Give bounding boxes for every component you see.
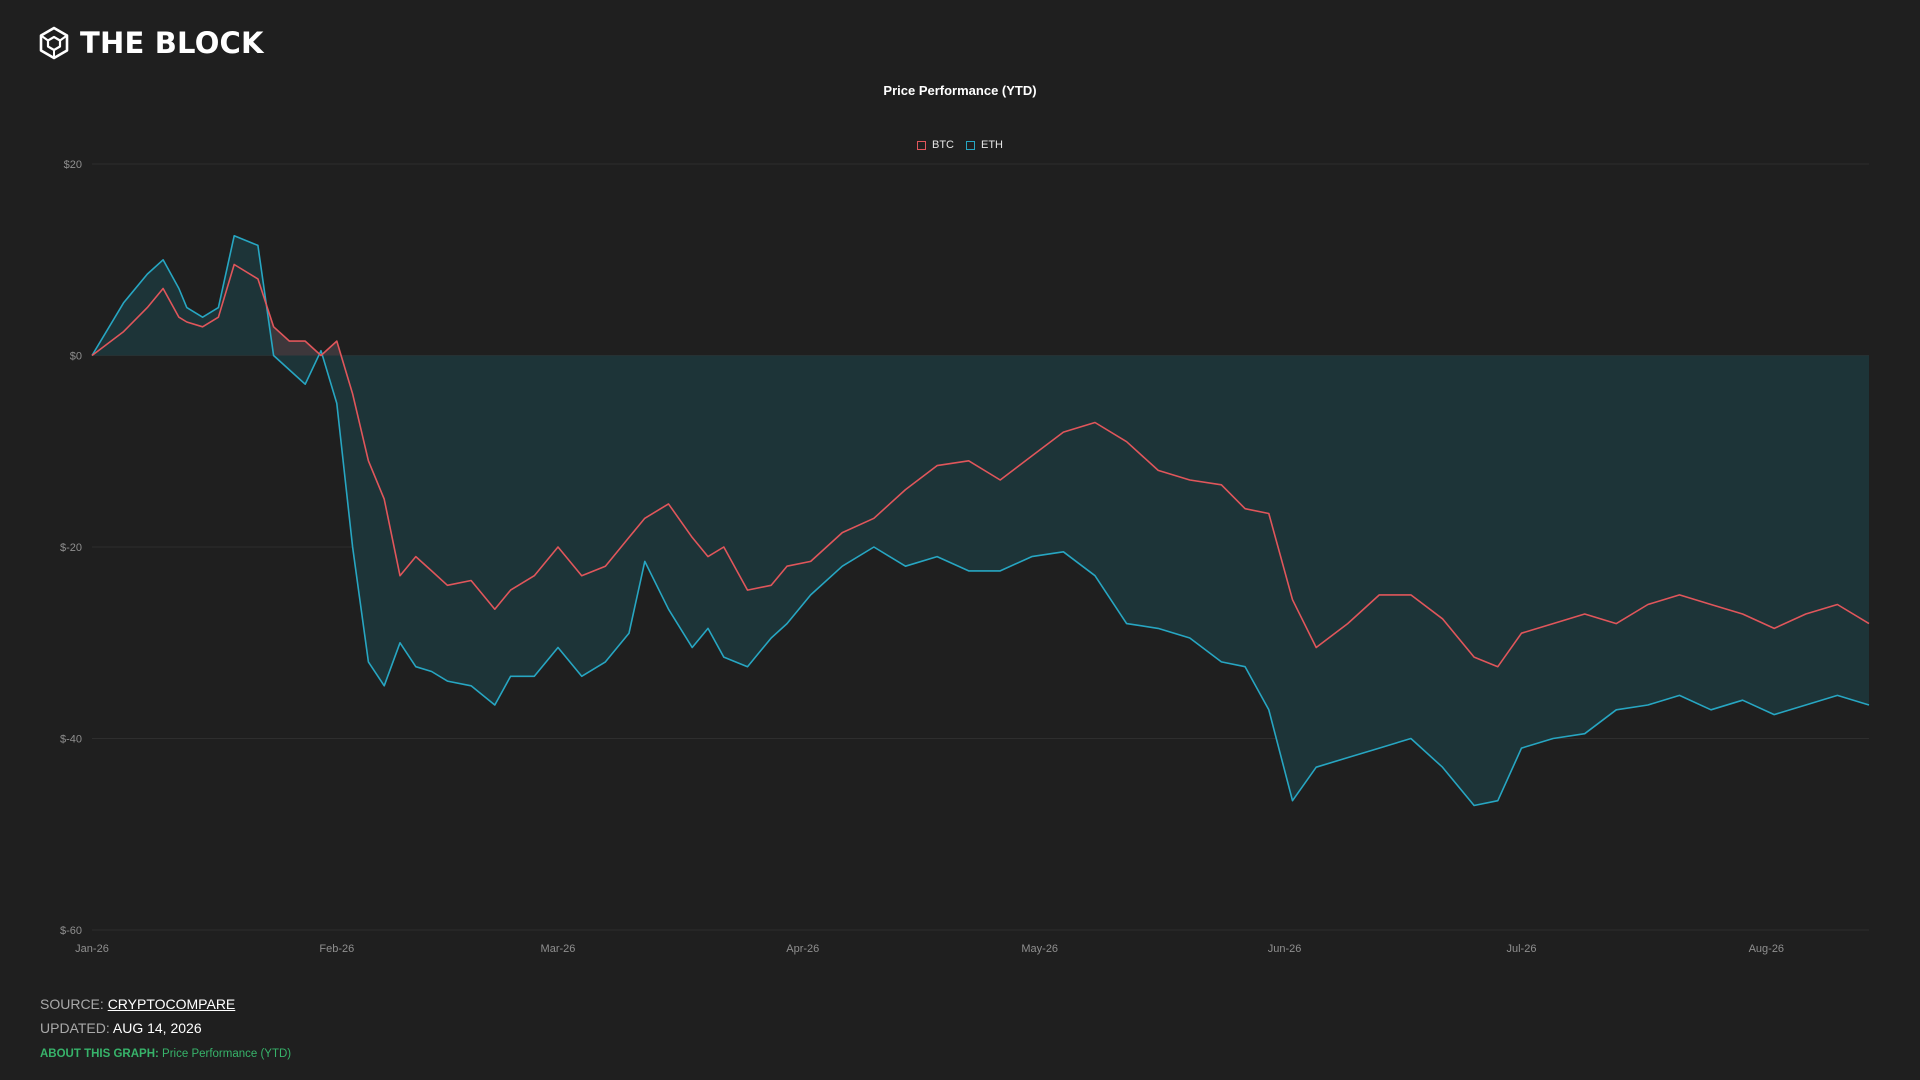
chart-legend: BTC ETH — [0, 139, 1920, 151]
x-tick-label: Aug-26 — [1749, 943, 1784, 955]
updated-label: UPDATED: — [40, 1020, 110, 1036]
source-label: SOURCE: — [40, 996, 104, 1012]
about-text: Price Performance (YTD) — [162, 1048, 292, 1060]
eth-line — [91, 235, 1870, 807]
chart-title: Price Performance (YTD) — [883, 83, 1037, 98]
about-line: ABOUT THIS GRAPH: Price Performance (YTD… — [40, 1042, 291, 1066]
price-performance-chart: $20 $0 $-20 $-40 $-60 Jan-26 Feb-26 Mar-26 Apr-2… — [60, 159, 1870, 955]
legend-item-btc[interactable]: BTC — [917, 139, 954, 151]
about-label: ABOUT THIS GRAPH: — [40, 1048, 159, 1060]
x-tick-label: Feb-26 — [319, 943, 354, 955]
y-tick-label: $-40 — [60, 734, 82, 746]
legend-item-eth[interactable]: ETH — [966, 139, 1003, 151]
source-link[interactable]: CRYPTOCOMPARE — [107, 996, 236, 1012]
y-tick-label: $-20 — [60, 542, 82, 554]
x-tick-label: Jul-26 — [1507, 943, 1537, 955]
brand-name: THE BLOCK — [80, 26, 264, 60]
x-tick-label: Jun-26 — [1268, 943, 1302, 955]
x-tick-label: Jan-26 — [75, 943, 109, 955]
source-line: SOURCE: CRYPTOCOMPARE — [40, 992, 291, 1016]
legend-label-eth: ETH — [981, 139, 1003, 151]
chart-footer: SOURCE: CRYPTOCOMPARE UPDATED: AUG 14, 2… — [40, 992, 291, 1066]
y-tick-label: $-60 — [60, 925, 82, 937]
updated-date: AUG 14, 2026 — [112, 1020, 202, 1036]
brand-logo: THE BLOCK — [38, 26, 264, 60]
btc-line — [91, 263, 1870, 668]
updated-line: UPDATED: AUG 14, 2026 — [40, 1016, 291, 1040]
x-tick-label: Apr-26 — [786, 943, 819, 955]
y-tick-label: $20 — [64, 159, 82, 171]
legend-swatch-btc — [917, 140, 926, 150]
cube-logo-icon — [39, 26, 69, 60]
legend-swatch-eth — [966, 140, 975, 150]
x-tick-label: Mar-26 — [541, 943, 576, 955]
y-tick-label: $0 — [70, 351, 82, 363]
x-tick-label: May-26 — [1021, 943, 1058, 955]
eth-area — [92, 235, 1869, 806]
legend-label-btc: BTC — [932, 139, 954, 151]
